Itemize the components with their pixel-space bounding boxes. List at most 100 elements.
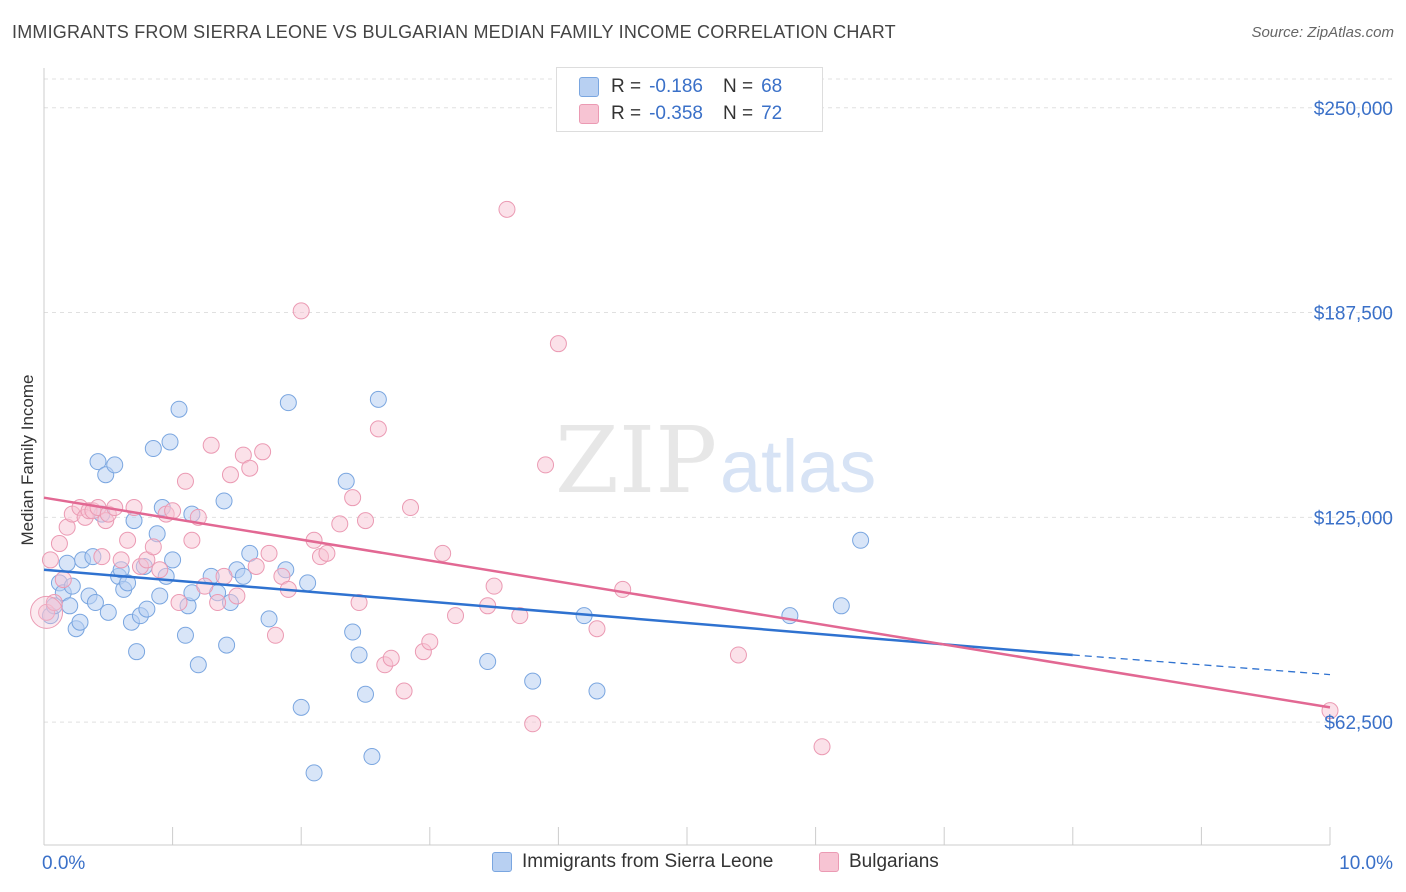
data-point-bulgarians (144, 538, 162, 556)
data-point-immigrants (71, 613, 89, 631)
data-point-bulgarians (357, 512, 374, 530)
legend-n-label: N = (722, 76, 754, 97)
data-point-bulgarians (151, 561, 169, 579)
data-point-bulgarians (119, 531, 137, 549)
data-point-bulgarians (588, 620, 606, 638)
data-point-bulgarians (41, 551, 59, 569)
data-point-immigrants (99, 603, 117, 621)
data-point-immigrants (58, 554, 76, 572)
data-point-bulgarians (395, 682, 413, 700)
data-point-bulgarians (537, 456, 555, 474)
y-tick-label: $187,500 (1314, 304, 1393, 325)
data-point-immigrants (832, 597, 850, 615)
legend-r-value: -0.358 (649, 103, 703, 124)
axes (43, 68, 1331, 846)
data-point-bulgarians (221, 466, 239, 484)
data-point-bulgarians (112, 551, 130, 569)
data-point-immigrants (215, 492, 233, 510)
data-point-bulgarians (350, 594, 368, 612)
trend-lines (43, 496, 1331, 709)
legend-n-value: 68 (761, 76, 783, 97)
data-point-bulgarians (447, 607, 465, 625)
data-point-bulgarians (176, 472, 194, 490)
data-point-bulgarians (247, 557, 265, 575)
data-point-bulgarians (50, 535, 68, 553)
data-point-bulgarians (402, 499, 420, 517)
tick-labels: $62,500 $125,000 $187,500 $250,000 0.0% 10.0%… (18, 99, 1393, 874)
data-point-bulgarians (813, 738, 831, 756)
data-point-bulgarians (93, 548, 111, 566)
data-point-immigrants (260, 610, 278, 628)
data-point-immigrants (164, 551, 182, 569)
data-point-bulgarians (331, 515, 349, 533)
legend-r-value: -0.186 (649, 76, 703, 97)
x-tick-label-min: 0.0% (42, 853, 85, 874)
data-point-immigrants (350, 646, 368, 664)
correlation-legend: R = -0.186 N = 68 R = -0.358 N = 72 (556, 67, 823, 132)
data-point-bulgarians (164, 502, 182, 520)
x-tick-label-max: 10.0% (1339, 853, 1393, 874)
data-point-immigrants (344, 623, 362, 641)
data-point-immigrants (479, 653, 497, 671)
data-point-bulgarians (421, 633, 439, 651)
data-point-immigrants (138, 600, 156, 618)
data-point-bulgarians (170, 594, 188, 612)
data-point-immigrants (279, 394, 297, 412)
data-point-immigrants (151, 587, 169, 605)
series-bulgarians-points (30, 200, 1339, 756)
bottom-legend-label-immigrants: Immigrants from Sierra Leone (522, 851, 774, 872)
legend-row-immigrants: R = -0.186 N = 68 (579, 74, 782, 100)
legend-n-value: 72 (761, 103, 783, 124)
data-point-bulgarians (318, 544, 336, 562)
data-point-bulgarians (524, 715, 542, 733)
data-point-bulgarians (729, 646, 747, 664)
watermark-zip: ZIP (555, 407, 717, 514)
data-point-bulgarians (196, 577, 214, 595)
data-point-bulgarians (498, 200, 516, 218)
data-point-immigrants (128, 643, 146, 661)
y-tick-label: $125,000 (1314, 508, 1393, 529)
data-point-bulgarians (266, 626, 284, 644)
data-point-bulgarians (215, 567, 233, 585)
data-point-immigrants (292, 698, 310, 716)
data-point-bulgarians (241, 459, 259, 477)
chart-source: Source: ZipAtlas.com (1251, 24, 1394, 41)
data-point-immigrants (144, 440, 162, 458)
data-point-immigrants (161, 433, 179, 451)
data-point-immigrants (86, 594, 104, 612)
legend-swatch-blue (579, 77, 599, 97)
bottom-legend-swatch-blue (492, 852, 512, 872)
legend-swatch-pink (579, 104, 599, 124)
data-point-immigrants (524, 672, 542, 690)
data-point-bulgarians (228, 587, 246, 605)
data-point-immigrants (170, 400, 188, 418)
trend-line-immigrants-extrapolated (1072, 654, 1331, 676)
y-tick-label: $62,500 (1324, 713, 1393, 734)
data-point-immigrants (176, 626, 194, 644)
data-point-bulgarians (54, 571, 72, 589)
data-point-bulgarians (254, 443, 272, 461)
data-point-immigrants (852, 531, 870, 549)
data-point-immigrants (218, 636, 236, 654)
data-point-bulgarians (549, 335, 567, 353)
bottom-legend-swatch-pink (819, 852, 839, 872)
legend-r-label: R = (611, 103, 642, 124)
data-point-immigrants (119, 574, 137, 592)
data-point-immigrants (305, 764, 323, 782)
data-point-immigrants (189, 656, 207, 674)
y-axis-title: Median Family Income (18, 374, 37, 545)
legend-r-label: R = (611, 76, 642, 97)
data-point-bulgarians (511, 607, 529, 625)
data-point-bulgarians (260, 544, 278, 562)
data-point-bulgarians (369, 420, 387, 438)
bottom-legend-bulgarians: Bulgarians (819, 851, 939, 873)
data-point-bulgarians (614, 580, 632, 598)
data-point-immigrants (337, 472, 355, 490)
data-point-bulgarians (485, 577, 503, 595)
chart-title: IMMIGRANTS FROM SIERRA LEONE VS BULGARIA… (12, 22, 896, 42)
y-tick-label: $250,000 (1314, 99, 1393, 120)
data-point-immigrants (588, 682, 606, 700)
legend-row-bulgarians: R = -0.358 N = 72 (579, 101, 782, 127)
data-point-immigrants (299, 574, 317, 592)
